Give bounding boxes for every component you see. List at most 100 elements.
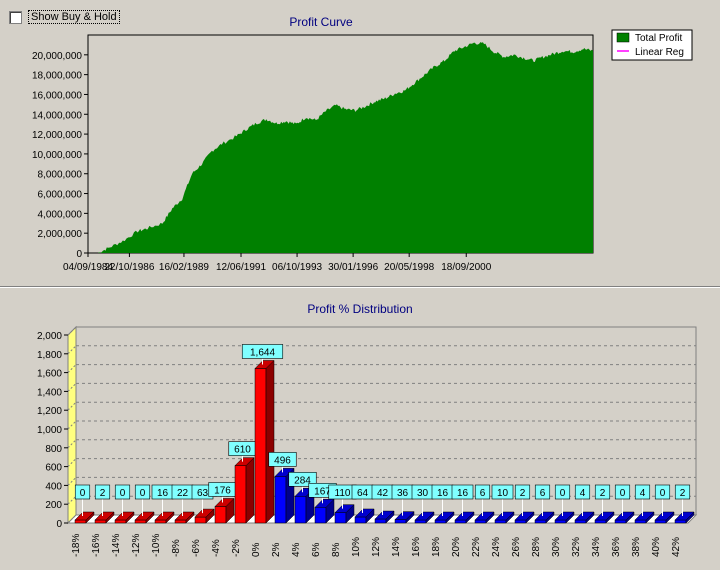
- bar: 0: [134, 484, 155, 524]
- bar-top: [494, 511, 515, 521]
- value-label: 10: [497, 488, 509, 499]
- bar: 16: [431, 484, 455, 524]
- x-tick-label: 28%: [531, 537, 542, 557]
- y-tick-label: 400: [45, 481, 62, 492]
- x-tick-label: 0%: [251, 542, 262, 557]
- bar-front: [394, 519, 407, 524]
- bar-side: [265, 359, 275, 524]
- legend: Total Profit Linear Reg: [611, 29, 693, 61]
- value-label-box: [451, 484, 474, 500]
- x-tick-label: -18%: [71, 534, 82, 557]
- bar-top: [354, 508, 375, 518]
- value-label: 22: [177, 488, 189, 499]
- x-tick-label: 4%: [291, 542, 302, 557]
- x-tick-label: 16/02/1989: [159, 262, 209, 273]
- value-label: 0: [140, 488, 146, 499]
- bar-top: [554, 511, 575, 521]
- total-profit-area: [98, 42, 593, 253]
- value-label: 0: [620, 488, 626, 499]
- bar-top: [194, 508, 215, 518]
- bar-front: [374, 518, 387, 524]
- bar-front: [494, 519, 507, 524]
- y-tick-label: 20,000,000: [32, 51, 82, 62]
- value-label: 0: [660, 488, 666, 499]
- value-label-box: [534, 484, 551, 500]
- value-label: 6: [480, 488, 486, 499]
- x-tick-label: 20%: [451, 537, 462, 557]
- profit-distribution-chart: Profit % Distribution 02004006008001,000…: [37, 302, 698, 557]
- x-tick-label: 04/09/1984: [63, 262, 113, 273]
- bar-front: [654, 519, 667, 524]
- bar: 0: [114, 484, 135, 524]
- x-tick-label: 12%: [371, 537, 382, 557]
- x-tick-label: 10%: [351, 537, 362, 557]
- value-label-box: [268, 452, 297, 467]
- bar: 6: [534, 484, 555, 524]
- bar-front: [534, 519, 547, 524]
- bar-top: [574, 511, 595, 521]
- bar-top: [634, 511, 655, 521]
- legend-label-linear-reg: Linear Reg: [635, 47, 684, 58]
- y-tick-label: 18,000,000: [32, 71, 82, 82]
- x-tick-label: 36%: [611, 537, 622, 557]
- x-tick-label: 40%: [651, 537, 662, 557]
- x-tick-label: 32%: [571, 537, 582, 557]
- bar-front: [154, 519, 167, 524]
- bar: 2: [514, 484, 535, 524]
- bar: 4: [574, 484, 595, 524]
- bar-front: [274, 476, 287, 524]
- bar: 0: [554, 484, 575, 524]
- value-label-box: [514, 484, 531, 500]
- x-tick-label: 38%: [631, 537, 642, 557]
- bar: 16: [451, 484, 475, 524]
- value-label-box: [674, 484, 691, 500]
- bar-top: [454, 511, 475, 521]
- legend-swatch-total-profit: [616, 32, 630, 43]
- grid-line-side: [67, 458, 77, 467]
- y-tick-label: 1,400: [37, 387, 62, 398]
- value-label: 2: [600, 488, 606, 499]
- bar-front: [234, 465, 247, 524]
- value-label: 64: [357, 488, 369, 499]
- value-label: 110: [335, 488, 351, 499]
- y-tick-label: 1,800: [37, 350, 62, 361]
- bar: 1,644: [241, 344, 284, 524]
- x-tick-label: 16%: [411, 537, 422, 557]
- bar-top: [514, 511, 535, 521]
- grid-line-side: [67, 439, 77, 449]
- x-tick-label: -14%: [111, 534, 122, 557]
- bar-front: [594, 519, 607, 524]
- value-label: 6: [540, 488, 546, 499]
- bar: 0: [74, 484, 95, 524]
- value-label: 16: [437, 488, 449, 499]
- bar: 0: [614, 484, 635, 524]
- x-tick-label: 06/10/1993: [272, 262, 322, 273]
- x-tick-label: 20/05/1998: [384, 262, 434, 273]
- grid-line-side: [67, 420, 77, 430]
- bar-front: [334, 512, 347, 524]
- bar: 110: [328, 484, 357, 524]
- value-label: 0: [80, 488, 86, 499]
- legend-label-total-profit: Total Profit: [635, 33, 682, 44]
- bar-front: [614, 519, 627, 524]
- value-label: 0: [120, 488, 126, 499]
- bar-top: [474, 511, 495, 521]
- value-label: 2: [520, 488, 526, 499]
- checkbox-box[interactable]: [9, 10, 22, 24]
- show-buy-hold-checkbox[interactable]: Show Buy & Hold: [9, 10, 120, 24]
- bar-front: [474, 519, 487, 524]
- grid-line-side: [67, 495, 77, 505]
- value-label: 1,644: [250, 347, 275, 358]
- value-label-box: [634, 484, 651, 500]
- x-tick-label: 14%: [391, 537, 402, 557]
- y-tick-label: 2,000: [37, 331, 62, 342]
- bar-front: [214, 506, 227, 524]
- bar: 64: [351, 484, 375, 524]
- x-tick-label: 24%: [491, 537, 502, 557]
- bar-front: [554, 519, 567, 524]
- grid-line-side: [67, 401, 77, 411]
- profit-distribution-title: Profit % Distribution: [307, 302, 412, 316]
- bar-top: [394, 511, 415, 520]
- bar: 36: [391, 484, 415, 524]
- y-tick-label: 0: [56, 519, 62, 530]
